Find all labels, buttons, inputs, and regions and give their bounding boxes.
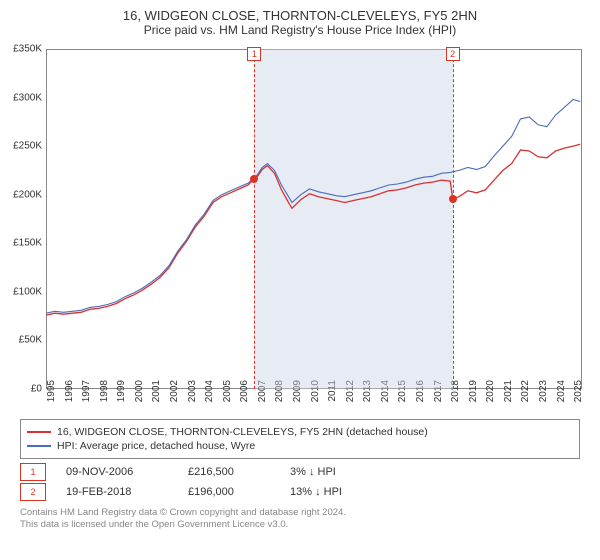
transaction-marker-label: 1 xyxy=(247,47,261,61)
legend-item: HPI: Average price, detached house, Wyre xyxy=(27,440,573,452)
legend-item: 16, WIDGEON CLOSE, THORNTON-CLEVELEYS, F… xyxy=(27,426,573,438)
legend-swatch xyxy=(27,431,51,433)
transaction-diff: 13% ↓ HPI xyxy=(284,484,386,500)
transaction-row: 1 09-NOV-2006 £216,500 3% ↓ HPI xyxy=(20,463,580,481)
transaction-index-box: 1 xyxy=(20,463,46,481)
legend-label: 16, WIDGEON CLOSE, THORNTON-CLEVELEYS, F… xyxy=(57,426,428,438)
transaction-price: £196,000 xyxy=(182,484,284,500)
series-line xyxy=(46,144,580,315)
transaction-row: 2 19-FEB-2018 £196,000 13% ↓ HPI xyxy=(20,483,580,501)
chart-title-2: Price paid vs. HM Land Registry's House … xyxy=(10,23,590,37)
arrow-down-icon: ↓ xyxy=(309,466,315,478)
series-line xyxy=(46,100,580,314)
transaction-marker-dot xyxy=(250,175,258,183)
chart-title-1: 16, WIDGEON CLOSE, THORNTON-CLEVELEYS, F… xyxy=(10,8,590,23)
transaction-marker-label: 2 xyxy=(446,47,460,61)
transaction-price: £216,500 xyxy=(182,464,284,480)
footer-line: This data is licensed under the Open Gov… xyxy=(20,519,580,531)
transactions-table: 1 09-NOV-2006 £216,500 3% ↓ HPI 2 19-FEB… xyxy=(20,463,580,501)
transaction-date: 19-FEB-2018 xyxy=(60,484,182,500)
legend-swatch xyxy=(27,445,51,447)
transaction-marker-line xyxy=(254,49,255,389)
legend: 16, WIDGEON CLOSE, THORNTON-CLEVELEYS, F… xyxy=(20,419,580,459)
chart-plot-area: £0£50K£100K£150K£200K£250K£300K£350K1995… xyxy=(14,43,586,413)
transaction-index-box: 2 xyxy=(20,483,46,501)
transaction-marker-line xyxy=(453,49,454,389)
series-svg xyxy=(14,43,584,391)
transaction-marker-dot xyxy=(449,195,457,203)
chart-container: 16, WIDGEON CLOSE, THORNTON-CLEVELEYS, F… xyxy=(0,0,600,560)
transaction-date: 09-NOV-2006 xyxy=(60,464,182,480)
legend-label: HPI: Average price, detached house, Wyre xyxy=(57,440,255,452)
footer-attribution: Contains HM Land Registry data © Crown c… xyxy=(20,507,580,531)
footer-line: Contains HM Land Registry data © Crown c… xyxy=(20,507,580,519)
arrow-down-icon: ↓ xyxy=(315,486,321,498)
transaction-diff: 3% ↓ HPI xyxy=(284,464,386,480)
